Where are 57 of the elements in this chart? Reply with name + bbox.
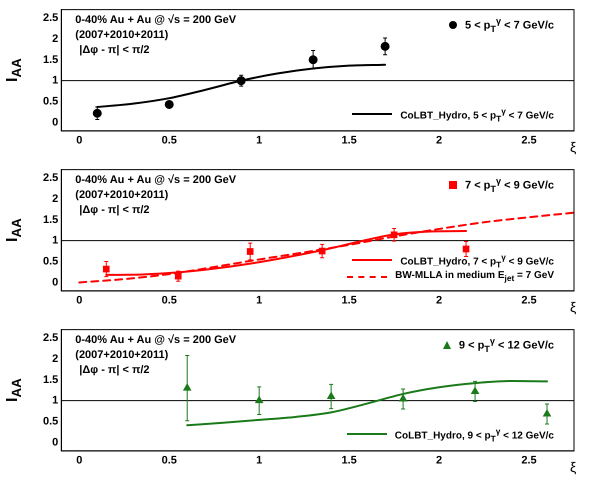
y-tick-label: 0.5 xyxy=(42,256,58,268)
x-axis-title: ξ xyxy=(570,458,576,475)
line-series xyxy=(186,380,548,426)
x-tick-label: 2 xyxy=(436,294,442,306)
annotation: |Δφ - π| < π/2 xyxy=(79,44,150,56)
x-tick-label: 0.5 xyxy=(162,454,177,466)
y-tick-label: 2 xyxy=(52,192,58,205)
y-tick-label: 0.5 xyxy=(42,96,58,108)
x-tick-label: 0.5 xyxy=(162,134,177,146)
y-tick-label: 0 xyxy=(52,116,58,128)
x-tick-label: 0 xyxy=(76,294,82,306)
x-tick-label: 1 xyxy=(256,454,262,466)
legend-label: CoLBT_Hydro, 7 < p$_{T}$$^{γ}$ < 9 GeV/c xyxy=(400,252,554,270)
annotation: 0-40% Au + Au @ √s = 200 GeV xyxy=(75,14,236,26)
y-tick-label: 2.5 xyxy=(42,332,58,344)
x-tick-label: 2 xyxy=(436,134,442,146)
annotation: 0-40% Au + Au @ √s = 200 GeV xyxy=(75,334,236,346)
x-tick-label: 1.5 xyxy=(341,134,357,146)
y-tick-label: 0 xyxy=(52,276,58,288)
legend-label: 9 < p$_{T}$$^{γ}$ < 12 GeV/c xyxy=(458,336,554,354)
annotation: |Δφ - π| < π/2 xyxy=(79,204,150,216)
x-axis-title: ξ xyxy=(570,298,576,315)
x-tick-label: 2.5 xyxy=(521,294,537,306)
y-tick-label: 2 xyxy=(52,352,58,365)
annotation: 0-40% Au + Au @ √s = 200 GeV xyxy=(75,174,236,186)
y-tick-label: 2.5 xyxy=(42,172,58,184)
annotation: (2007+2010+2011) xyxy=(75,28,168,41)
y-tick-label: 1.5 xyxy=(42,374,58,386)
y-tick-label: 1 xyxy=(52,394,58,407)
annotation: (2007+2010+2011) xyxy=(75,348,168,361)
y-tick-label: 0.5 xyxy=(42,416,58,428)
y-tick-label: 2.5 xyxy=(42,12,58,24)
legend-label: CoLBT_Hydro, 9 < p$_{T}$$^{γ}$ < 12 GeV/c xyxy=(394,426,554,444)
legend-label: 5 < p$_{T}$$^{γ}$ < 7 GeV/c xyxy=(465,16,554,34)
y-tick-label: 0 xyxy=(52,436,58,448)
x-axis-title: ξ xyxy=(570,138,576,155)
x-tick-label: 0 xyxy=(76,134,82,146)
y-tick-label: 2 xyxy=(52,32,58,45)
x-tick-label: 0 xyxy=(76,454,82,466)
y-tick-label: 1.5 xyxy=(42,54,58,66)
annotation: |Δφ - π| < π/2 xyxy=(79,364,150,376)
y-tick-label: 1 xyxy=(52,74,58,87)
x-tick-label: 2.5 xyxy=(521,134,537,146)
legend-label: 7 < p$_{T}$$^{γ}$ < 9 GeV/c xyxy=(465,176,554,194)
x-tick-label: 1.5 xyxy=(341,294,357,306)
legend-label: CoLBT_Hydro, 5 < p$_{T}$$^{γ}$ < 7 GeV/c xyxy=(400,106,554,124)
x-tick-label: 1 xyxy=(256,134,262,146)
x-tick-label: 2 xyxy=(436,454,442,466)
x-tick-label: 0.5 xyxy=(162,294,177,306)
point xyxy=(462,246,470,252)
y-tick-label: 1 xyxy=(52,234,58,247)
x-tick-label: 2.5 xyxy=(521,454,537,466)
annotation: (2007+2010+2011) xyxy=(75,188,168,201)
y-tick-label: 1.5 xyxy=(42,214,58,226)
legend-label: BW-MLLA in medium E$_{jet}$ = 7 GeV xyxy=(395,270,554,284)
x-tick-label: 1 xyxy=(256,294,262,306)
x-tick-label: 1.5 xyxy=(341,454,357,466)
